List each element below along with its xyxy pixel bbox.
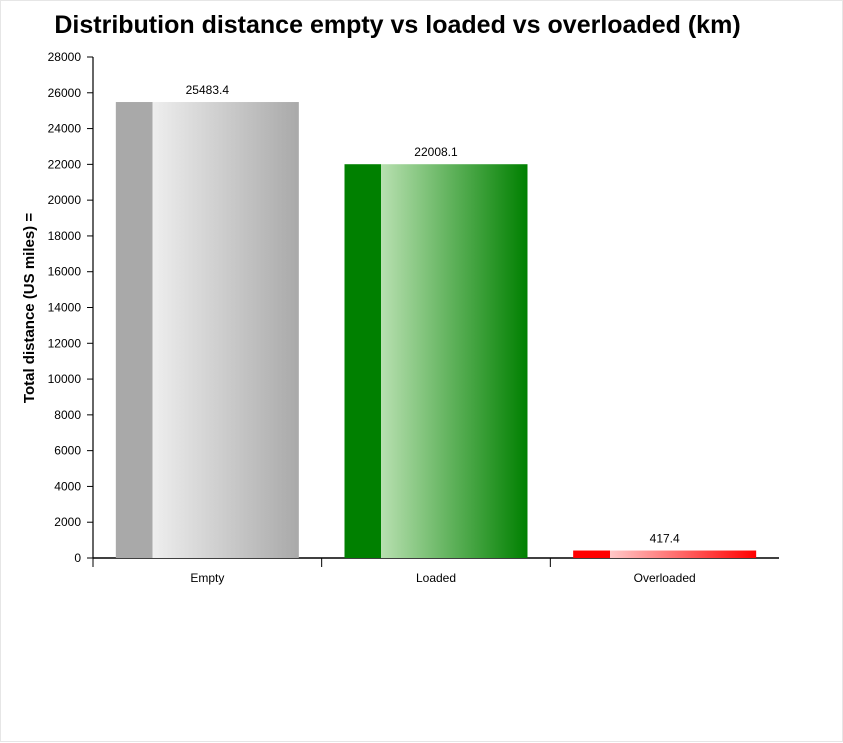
y-tick-label: 26000: [48, 86, 82, 100]
value-label: 417.4: [650, 532, 680, 546]
y-tick-label: 22000: [48, 157, 82, 171]
y-tick-label: 10000: [48, 372, 82, 386]
y-tick-label: 24000: [48, 122, 82, 136]
y-tick-label: 20000: [48, 193, 82, 207]
bar-empty: [115, 102, 299, 558]
y-tick-label: 18000: [48, 229, 82, 243]
y-tick-label: 4000: [54, 479, 81, 493]
chart-title: Distribution distance empty vs loaded vs…: [54, 11, 741, 39]
y-tick-label: 8000: [54, 408, 81, 422]
y-tick-label: 28000: [48, 50, 82, 64]
y-tick-label: 2000: [54, 515, 81, 529]
bar-overloaded: [573, 550, 757, 558]
y-axis-title: Total distance (US miles) =: [21, 213, 38, 403]
value-label: 25483.4: [186, 83, 230, 97]
y-tick-label: 6000: [54, 444, 81, 458]
x-tick-label: Empty: [190, 571, 224, 585]
y-tick-label: 12000: [48, 336, 82, 350]
value-label: 22008.1: [414, 145, 458, 159]
y-tick-label: 14000: [48, 301, 82, 315]
y-tick-label: 16000: [48, 265, 82, 279]
bar-loaded: [344, 164, 528, 558]
y-tick-label: 0: [74, 551, 81, 565]
x-tick-label: Overloaded: [634, 571, 696, 585]
x-tick-label: Loaded: [416, 571, 456, 585]
